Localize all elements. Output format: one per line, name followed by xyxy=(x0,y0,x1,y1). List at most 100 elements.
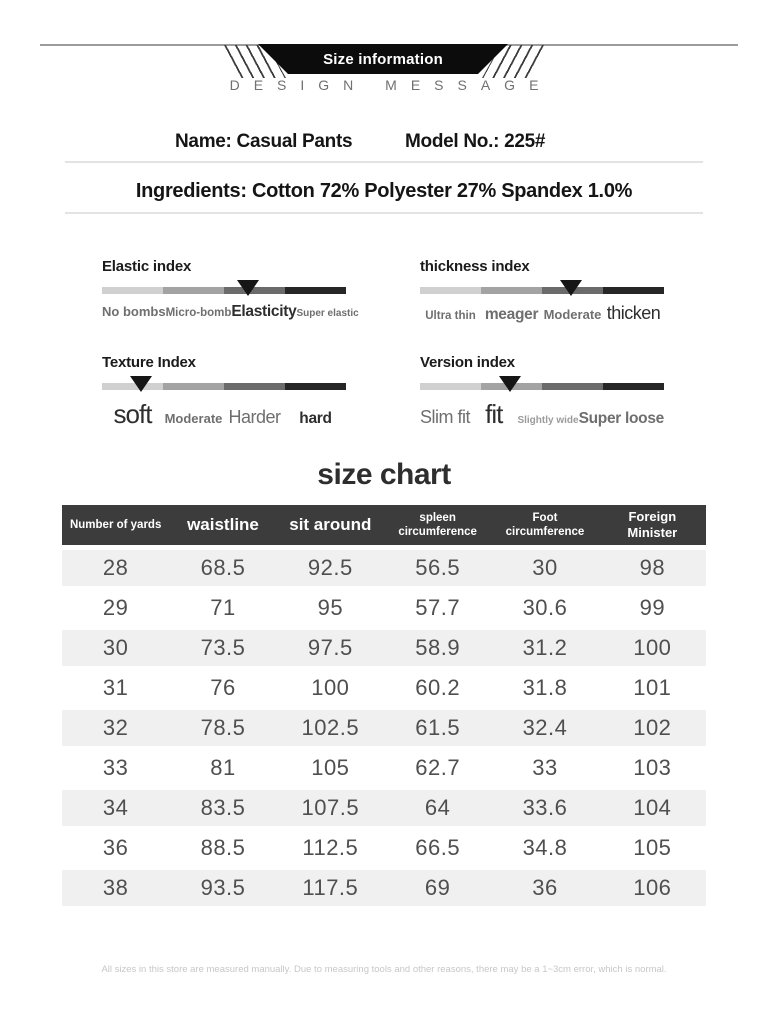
table-cell: 105 xyxy=(598,830,706,870)
table-cell: 104 xyxy=(598,790,706,830)
column-header: Foot circumference xyxy=(491,505,599,550)
divider xyxy=(65,161,703,163)
index-label: Micro-bomb xyxy=(165,307,232,319)
index-bar xyxy=(420,280,664,296)
index-label: Harder xyxy=(228,407,281,427)
bar-segment xyxy=(603,383,664,390)
banner-title: Size information xyxy=(323,50,443,68)
version-index-slider: Version index Slim fit fit Slightly wide… xyxy=(420,354,664,430)
table-cell: 36 xyxy=(62,830,170,870)
product-name: Name: Casual Pants xyxy=(175,131,353,152)
table-cell: 29 xyxy=(62,590,170,630)
bar-segment xyxy=(603,287,664,294)
triangle-marker-icon xyxy=(499,376,522,392)
triangle-marker-icon xyxy=(560,280,583,296)
product-ingredients: Ingredients: Cotton 72% Polyester 27% Sp… xyxy=(135,180,633,202)
bar-segment xyxy=(285,287,346,294)
table-cell: 60.2 xyxy=(383,670,492,710)
table-cell: 68.5 xyxy=(169,550,277,590)
index-label: Super loose xyxy=(578,410,665,427)
table-cell: 64 xyxy=(383,790,492,830)
measurement-disclaimer: All sizes in this store are measured man… xyxy=(101,964,667,975)
bar-segment xyxy=(224,383,285,390)
table-cell: 102.5 xyxy=(276,710,384,750)
index-label: Moderate xyxy=(164,411,223,426)
size-chart-title: size chart xyxy=(317,458,451,491)
index-label: Super elastic xyxy=(296,308,359,319)
index-label: Ultra thin xyxy=(425,310,476,322)
index-label: Slightly wide xyxy=(517,415,579,426)
banner-ribbon: Size information xyxy=(258,44,508,74)
table-cell: 81 xyxy=(169,750,277,790)
index-label: thicken xyxy=(606,303,661,323)
table-cell: 33 xyxy=(62,750,170,790)
bar-segment xyxy=(163,383,224,390)
product-info-row: Name: Casual Pants Model No.: 225# xyxy=(0,131,768,157)
size-table-container: Number of yards waistline sit around spleen… xyxy=(62,505,706,910)
table-cell: 105 xyxy=(276,750,384,790)
index-bar xyxy=(102,280,346,296)
column-header: Foreign Minister xyxy=(598,505,706,550)
table-cell: 92.5 xyxy=(276,550,384,590)
table-cell: 36 xyxy=(491,870,599,910)
texture-index-slider: Texture Index soft Moderate Harder hard xyxy=(102,354,346,430)
table-cell: 97.5 xyxy=(276,630,384,670)
bar-segment xyxy=(102,287,163,294)
table-cell: 73.5 xyxy=(169,630,277,670)
table-cell: 57.7 xyxy=(383,590,492,630)
column-header: spleen circumference xyxy=(383,505,492,550)
index-bar xyxy=(420,376,664,392)
table-cell: 101 xyxy=(598,670,706,710)
index-label: fit xyxy=(485,399,503,429)
table-row: 34 83.5 107.5 64 33.6 104 xyxy=(62,790,706,830)
table-cell: 61.5 xyxy=(383,710,492,750)
size-table: Number of yards waistline sit around spleen… xyxy=(62,505,706,910)
table-cell: 102 xyxy=(598,710,706,750)
table-cell: 100 xyxy=(598,630,706,670)
size-table-body: 28 68.5 92.5 56.5 30 98 29 71 95 57.7 30.6 99 30 73.5… xyxy=(62,550,706,910)
banner-subtitle: DESIGN MESSAGE xyxy=(229,77,553,93)
bar-segment xyxy=(542,383,603,390)
table-cell: 69 xyxy=(383,870,492,910)
index-labels: Slim fit fit Slightly wide Super loose xyxy=(420,399,664,430)
table-cell: 34.8 xyxy=(491,830,599,870)
index-title: thickness index xyxy=(420,258,530,275)
table-cell: 32.4 xyxy=(491,710,599,750)
table-cell: 32 xyxy=(62,710,170,750)
table-row: 30 73.5 97.5 58.9 31.2 100 xyxy=(62,630,706,670)
table-cell: 30 xyxy=(491,550,599,590)
column-header: Number of yards xyxy=(62,505,170,550)
table-cell: 56.5 xyxy=(383,550,492,590)
table-row: 29 71 95 57.7 30.6 99 xyxy=(62,590,706,630)
index-bar xyxy=(102,376,346,392)
table-cell: 38 xyxy=(62,870,170,910)
index-title: Version index xyxy=(420,354,515,371)
index-label: Elasticity xyxy=(231,303,297,320)
table-cell: 76 xyxy=(169,670,277,710)
triangle-marker-icon xyxy=(237,280,260,296)
table-cell: 62.7 xyxy=(383,750,492,790)
table-cell: 103 xyxy=(598,750,706,790)
index-title: Texture Index xyxy=(102,354,196,371)
elastic-index-slider: Elastic index No bombs Micro-bomb Elasti… xyxy=(102,258,359,321)
table-row: 28 68.5 92.5 56.5 30 98 xyxy=(62,550,706,590)
bar-segment xyxy=(285,383,346,390)
index-label: Slim fit xyxy=(420,407,471,427)
index-label: hard xyxy=(299,410,332,427)
table-row: 33 81 105 62.7 33 103 xyxy=(62,750,706,790)
table-cell: 117.5 xyxy=(276,870,384,910)
table-cell: 99 xyxy=(598,590,706,630)
triangle-marker-icon xyxy=(130,376,153,392)
table-cell: 33 xyxy=(491,750,599,790)
table-cell: 28 xyxy=(62,550,170,590)
table-row: 31 76 100 60.2 31.8 101 xyxy=(62,670,706,710)
table-cell: 66.5 xyxy=(383,830,492,870)
bar-segment xyxy=(420,383,481,390)
table-cell: 83.5 xyxy=(169,790,277,830)
index-title: Elastic index xyxy=(102,258,192,275)
table-cell: 95 xyxy=(276,590,384,630)
thickness-index-slider: thickness index Ultra thin meager Modera… xyxy=(420,258,664,324)
table-cell: 31.8 xyxy=(491,670,599,710)
column-header: waistline xyxy=(169,505,277,550)
column-header: sit around xyxy=(276,505,384,550)
